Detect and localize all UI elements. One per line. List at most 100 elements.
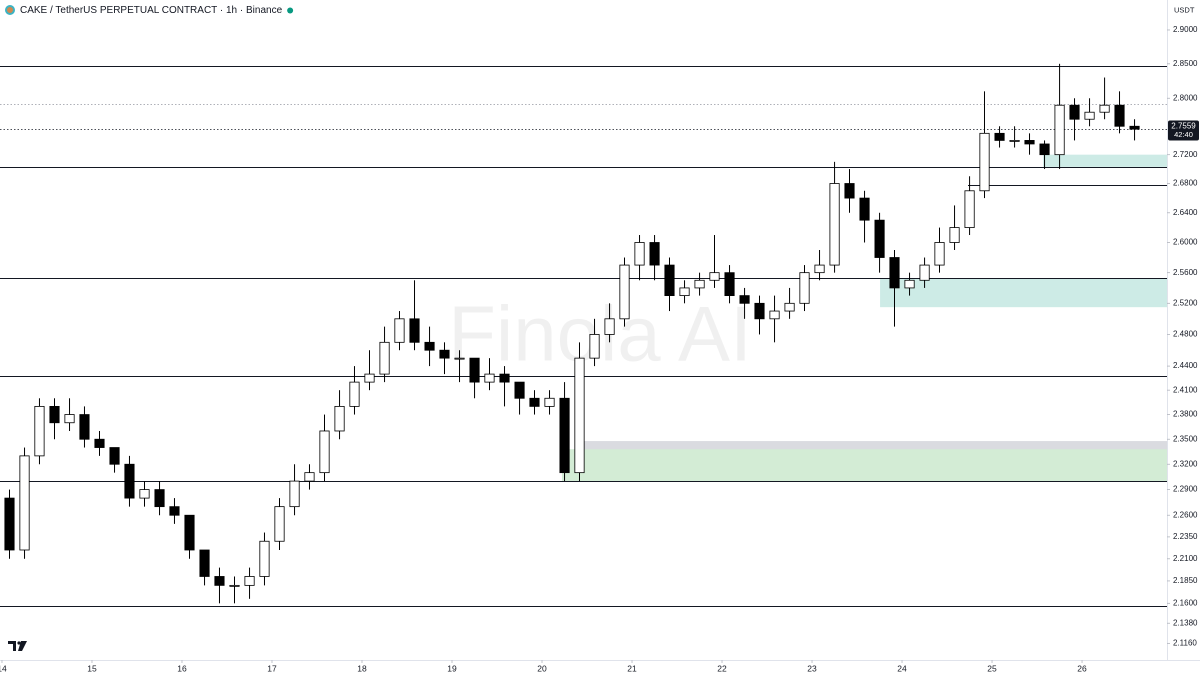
candle-body (169, 506, 180, 516)
y-tick-label: 2.9000 (1173, 25, 1198, 34)
candle-body (109, 447, 120, 465)
candle-body (439, 349, 450, 359)
candle-body (664, 264, 675, 297)
y-tick-label: 2.3500 (1173, 434, 1198, 443)
x-tick-label: 26 (1077, 663, 1087, 673)
chart-title: CAKE / TetherUS PERPETUAL CONTRACT · 1h … (20, 5, 283, 16)
y-tick-label: 2.3800 (1173, 410, 1198, 419)
candle-body (304, 472, 315, 482)
y-tick-label: 2.2600 (1173, 510, 1198, 519)
candle-body (1024, 140, 1035, 145)
candle-body (139, 489, 150, 499)
candle-body (709, 272, 720, 281)
candle-body (394, 318, 405, 343)
y-tick-label: 2.8500 (1173, 59, 1198, 68)
y-tick-label: 2.1600 (1173, 598, 1198, 607)
candle-body (694, 279, 705, 289)
candle-body (949, 227, 960, 243)
x-tick-label: 24 (897, 663, 907, 673)
candle-body (154, 489, 165, 508)
candle-body (574, 357, 585, 474)
candle-body (4, 497, 15, 551)
y-tick-label: 2.1850 (1173, 576, 1198, 585)
candle-body (529, 397, 540, 407)
candle-body (94, 438, 105, 448)
y-tick-label: 2.3200 (1173, 459, 1198, 468)
candle-body (559, 397, 570, 474)
candles (4, 63, 1140, 604)
x-tick-label: 14 (0, 663, 7, 673)
candle-body (499, 373, 510, 383)
axes: 2.9000 2.8500 2.8000 2.7200 2.6800 2.6400 2.60… (0, 25, 1199, 673)
tv-logo (8, 641, 27, 651)
candle-body (49, 405, 60, 424)
zone (880, 278, 1167, 308)
candle-body (229, 584, 240, 587)
currency-label: USDT (1174, 5, 1195, 14)
last-price-box (1168, 120, 1199, 141)
candle-body (649, 242, 660, 266)
y-tick-label: 2.5200 (1173, 298, 1198, 307)
x-tick-label: 21 (627, 663, 637, 673)
y-tick-label: 2.7200 (1173, 150, 1198, 159)
y-tick-label: 2.8000 (1173, 93, 1198, 102)
candle-body (634, 242, 645, 266)
candle-body (364, 373, 375, 383)
candle-body (1069, 104, 1080, 120)
candle-body (964, 190, 975, 228)
candle-body (829, 183, 840, 266)
candle-body (259, 540, 270, 577)
candle-body (919, 264, 930, 281)
candle-body (79, 414, 90, 440)
candle-body (859, 197, 870, 221)
x-tick-label: 19 (447, 663, 457, 673)
candle-body (874, 219, 885, 258)
x-tick-label: 18 (357, 663, 367, 673)
candle-body (454, 357, 465, 360)
candle-body (334, 405, 345, 432)
candle-body (934, 242, 945, 266)
candle-body (724, 272, 735, 297)
y-tick-label: 2.2900 (1173, 485, 1198, 494)
candle-body (619, 264, 630, 320)
candle-body (184, 514, 195, 551)
candle-body (679, 287, 690, 297)
candle-body (844, 183, 855, 199)
candle-body (349, 381, 360, 407)
candle-body (514, 381, 525, 399)
candle-body (289, 480, 300, 508)
candle-body (34, 405, 45, 457)
candle-body (424, 341, 435, 351)
candle-body (409, 318, 420, 343)
levels (0, 66, 1167, 607)
y-tick-label: 2.5600 (1173, 268, 1198, 277)
candle-body (1099, 104, 1110, 113)
candle-body (484, 373, 495, 383)
candle-body (244, 576, 255, 586)
candle-body (979, 132, 990, 192)
candle-body (199, 549, 210, 577)
zones (561, 154, 1167, 482)
y-tick-label: 2.2100 (1173, 554, 1198, 563)
candle-body (604, 318, 615, 335)
candle-body (544, 397, 555, 407)
candle-body (814, 264, 825, 274)
x-tick-label: 25 (987, 663, 997, 673)
candle-body (589, 334, 600, 359)
candle-body (1054, 104, 1065, 156)
x-tick-label: 16 (177, 663, 187, 673)
last-price-label: 2.7559 (1171, 122, 1196, 131)
candle-body (1039, 143, 1050, 156)
y-tick-label: 2.1160 (1173, 638, 1197, 647)
candle-body (739, 295, 750, 304)
candle-body (799, 272, 810, 304)
watermark: Finola AI (448, 290, 752, 378)
candle-body (1114, 104, 1125, 127)
candle-body (64, 414, 75, 424)
x-tick-label: 22 (717, 663, 727, 673)
candle-body (754, 302, 765, 320)
y-tick-label: 2.4100 (1173, 385, 1198, 394)
y-tick-label: 2.6800 (1173, 179, 1198, 188)
y-tick-label: 2.2350 (1173, 532, 1198, 541)
